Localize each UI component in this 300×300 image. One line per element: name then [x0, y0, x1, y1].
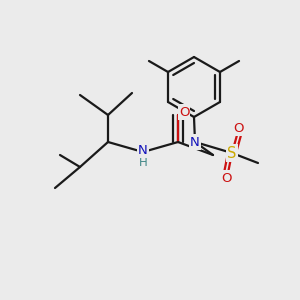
Text: H: H	[139, 155, 147, 169]
Text: S: S	[227, 146, 237, 160]
Text: N: N	[190, 136, 200, 148]
Text: O: O	[179, 106, 189, 118]
Text: O: O	[222, 172, 232, 184]
Text: O: O	[234, 122, 244, 134]
Text: N: N	[138, 143, 148, 157]
